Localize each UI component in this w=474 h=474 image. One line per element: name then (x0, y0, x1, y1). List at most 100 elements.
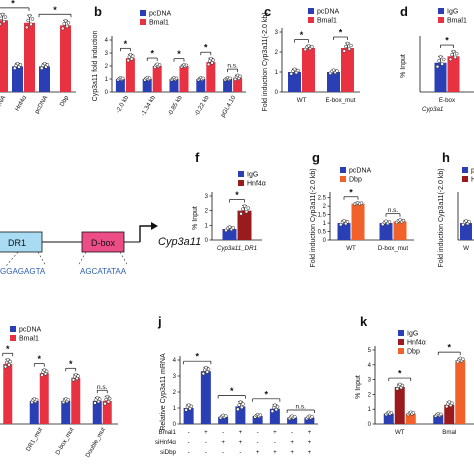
data-point (7, 363, 11, 367)
data-point (0, 12, 5, 17)
y-axis-label: Relative Cyp3a11 mRNA (160, 353, 167, 431)
bar (304, 417, 315, 424)
signif-label: * (53, 5, 57, 15)
data-point (224, 414, 228, 418)
panel-k: k 0 1 2 3 4 5 % Input WT Bmal * * IgG Hnf4α Dbp (355, 314, 474, 436)
y-tick-label: 4 (105, 38, 109, 44)
data-point (206, 367, 211, 371)
category-label: E-box (439, 97, 456, 104)
data-point (339, 222, 343, 227)
bar (218, 416, 229, 424)
bar (24, 22, 35, 92)
y-tick-label: 1 (275, 70, 279, 76)
y-tick-label: 2 (173, 390, 177, 396)
data-point (306, 44, 311, 48)
bar (351, 203, 365, 240)
signif-label: * (124, 39, 128, 49)
data-point (241, 207, 245, 211)
category-label: pGL4.10 (219, 94, 237, 119)
condition-mark: - (205, 449, 207, 456)
category-label: -1.34 kb (140, 94, 158, 117)
data-point (40, 373, 44, 377)
bar (447, 56, 460, 92)
tss-arrow (139, 225, 152, 242)
dbox-seq: AGCATATAA (80, 267, 127, 276)
condition-mark: + (239, 439, 243, 446)
signif-label: * (235, 190, 239, 200)
signif-label: * (230, 386, 234, 396)
category-label: WT (395, 429, 405, 436)
category-label: Bmal (442, 429, 456, 436)
data-point (15, 61, 20, 66)
panel-label-b: b (94, 4, 102, 19)
bar (444, 404, 455, 424)
y-axis-label: Fold induction Cyp3a11(-2.0 kb) (438, 168, 445, 267)
signif-label: * (339, 28, 343, 38)
bar (460, 223, 472, 240)
legend-swatch (10, 326, 16, 332)
bar (434, 62, 447, 92)
tss-arrowhead (151, 222, 158, 230)
bar (60, 25, 71, 92)
bar (125, 58, 135, 92)
data-point (204, 365, 208, 370)
bar (235, 406, 246, 424)
data-point (61, 26, 65, 31)
signif-label: * (6, 344, 10, 354)
panel-c: c 0 1 2 3 Fold induction Cyp3a11(-2.0 kb) WT E-… (262, 4, 360, 112)
y-tick-label: 4 (368, 363, 372, 369)
data-point (238, 400, 243, 404)
data-point (65, 24, 69, 29)
data-point (63, 19, 68, 23)
legend-swatch (238, 171, 244, 177)
legend-label: Hi (471, 177, 474, 184)
data-point (13, 66, 17, 70)
bar (302, 48, 315, 92)
condition-mark: - (291, 429, 293, 436)
data-point (228, 76, 232, 81)
data-point (310, 45, 314, 49)
data-point (344, 44, 348, 49)
data-point (44, 369, 49, 374)
category-label: E-box_mut (326, 97, 356, 104)
data-point (30, 17, 35, 21)
data-point (400, 383, 405, 388)
condition-label: siDbp (160, 449, 176, 456)
signif-label: * (37, 354, 41, 364)
bar (433, 415, 444, 424)
data-point (201, 76, 205, 81)
legend-swatch (398, 339, 404, 345)
data-point (335, 69, 339, 73)
data-point (205, 370, 210, 374)
signif-label: * (349, 187, 353, 197)
y-tick-label: 1 (173, 406, 177, 412)
data-point (189, 404, 194, 409)
condition-label: Bmal1 (158, 429, 176, 436)
data-point (440, 62, 444, 66)
data-point (239, 211, 243, 216)
category-label: W (463, 245, 469, 252)
bar (200, 371, 211, 424)
bar (71, 377, 81, 424)
condition-mark: + (273, 429, 277, 436)
legend-swatch (238, 180, 244, 186)
x-note: Cyp3a1 (422, 106, 443, 113)
data-point (93, 401, 97, 405)
bar (269, 408, 280, 424)
data-point (246, 206, 251, 210)
bar (206, 62, 216, 92)
panel-f: f 0 1 2 3 % Input Cyp3a11_DR1 * IgG Hnf4α (192, 150, 266, 252)
legend-swatch (438, 8, 444, 14)
legend-label: Bmal1 (149, 20, 169, 27)
y-tick-label: 2 (275, 50, 279, 56)
bar (0, 20, 8, 92)
signif-label: n.s. (388, 207, 399, 214)
data-point (3, 15, 8, 19)
panel-j: j 0 1 2 3 4 Relative Cyp3a11 mRNA * * * n.s. Bmal1 -… (155, 314, 318, 456)
legend-label: Bmal1 (447, 18, 467, 25)
category-label: Cyp3a11_DR1 (217, 245, 257, 252)
data-point (292, 67, 297, 72)
gene-label: Cyp3a11 (158, 236, 201, 248)
y-tick-label: 2 (368, 392, 372, 398)
data-point (435, 64, 440, 69)
